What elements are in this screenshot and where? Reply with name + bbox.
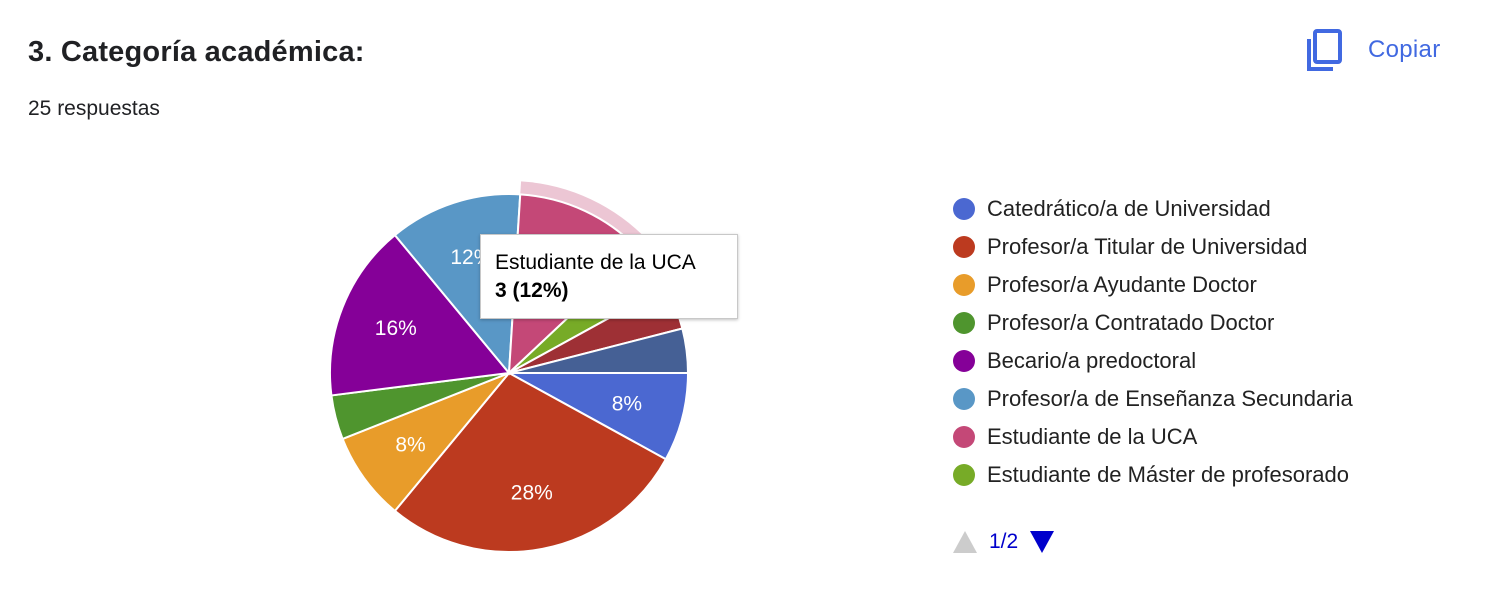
page-up-icon[interactable] <box>953 531 977 553</box>
question-title: 3. Categoría académica: <box>28 36 365 68</box>
legend-swatch <box>953 350 975 372</box>
copy-button[interactable]: Copiar <box>1306 26 1476 74</box>
legend-swatch <box>953 464 975 486</box>
page-indicator: 1/2 <box>989 530 1019 553</box>
legend-item-contratado-doctor[interactable]: Profesor/a Contratado Doctor <box>953 304 1353 342</box>
chart-tooltip: Estudiante de la UCA 3 (12%) <box>480 234 738 319</box>
legend-item-profesor-titular[interactable]: Profesor/a Titular de Universidad <box>953 228 1353 266</box>
pie-slice[interactable] <box>329 233 511 397</box>
slice-data-label: 28% <box>511 482 553 505</box>
legend-label: Estudiante de Máster de profesorado <box>987 462 1350 487</box>
response-count: 25 respuestas <box>28 97 160 120</box>
copy-button-label: Copiar <box>1368 36 1441 63</box>
legend-label: Profesor/a Contratado Doctor <box>987 310 1275 335</box>
legend-item-becario[interactable]: Becario/a predoctoral <box>953 342 1353 380</box>
tooltip-value: 3 (12%) <box>495 279 569 302</box>
legend-pager: 1/2 <box>953 527 1055 557</box>
pie-slice[interactable] <box>508 372 690 461</box>
page-down-icon[interactable] <box>1030 531 1055 553</box>
legend-label: Profesor/a de Enseñanza Secundaria <box>987 386 1353 411</box>
chart-legend: Catedrático/a de Universidad Profesor/a … <box>953 190 1353 494</box>
legend-item-estudiante-uca[interactable]: Estudiante de la UCA <box>953 418 1353 456</box>
legend-swatch <box>953 426 975 448</box>
legend-swatch <box>953 312 975 334</box>
legend-label: Becario/a predoctoral <box>987 348 1197 373</box>
legend-label: Catedrático/a de Universidad <box>987 196 1271 221</box>
tooltip-category: Estudiante de la UCA <box>495 251 696 274</box>
legend-swatch <box>953 236 975 258</box>
legend-label: Profesor/a Ayudante Doctor <box>987 272 1257 297</box>
pie-slice[interactable] <box>341 372 510 513</box>
legend-item-master-profesorado[interactable]: Estudiante de Máster de profesorado <box>953 456 1353 494</box>
copy-icon <box>1307 29 1342 71</box>
legend-label: Estudiante de la UCA <box>987 424 1198 449</box>
legend-item-catedratico[interactable]: Catedrático/a de Universidad <box>953 190 1353 228</box>
legend-label: Profesor/a Titular de Universidad <box>987 234 1308 259</box>
legend-item-secundaria[interactable]: Profesor/a de Enseñanza Secundaria <box>953 380 1353 418</box>
legend-item-ayudante-doctor[interactable]: Profesor/a Ayudante Doctor <box>953 266 1353 304</box>
legend-swatch <box>953 388 975 410</box>
legend-swatch <box>953 198 975 220</box>
slice-data-label: 8% <box>395 434 425 457</box>
legend-swatch <box>953 274 975 296</box>
slice-data-label: 16% <box>375 317 417 340</box>
slice-data-label: 8% <box>612 392 642 415</box>
pie-slice[interactable] <box>508 327 690 374</box>
pie-slice[interactable] <box>393 371 668 553</box>
